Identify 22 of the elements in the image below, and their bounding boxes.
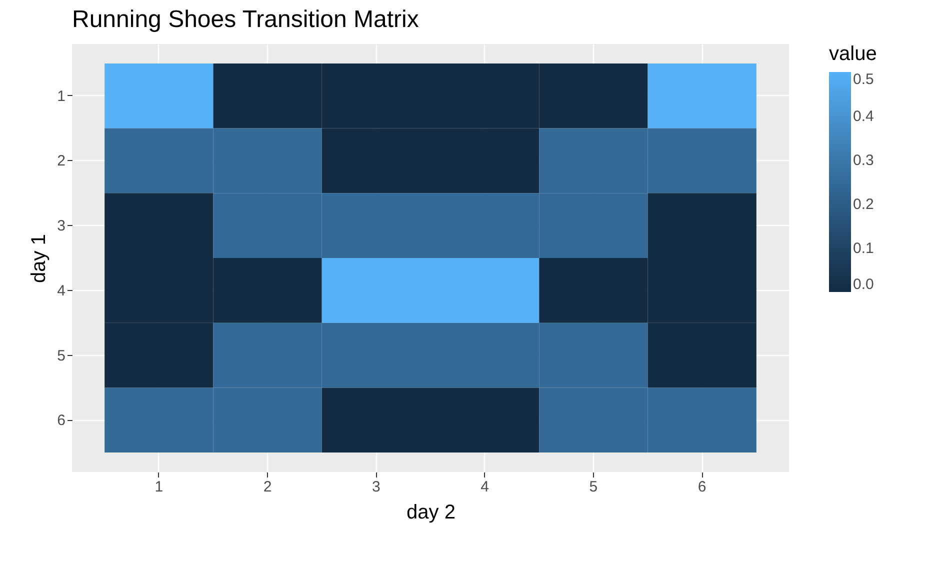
color-bar-label: 0.1 bbox=[853, 240, 874, 257]
color-bar-label: 0.0 bbox=[853, 276, 874, 293]
x-tick-label: 1 bbox=[154, 478, 164, 496]
x-tick-label: 5 bbox=[589, 478, 598, 496]
x-tick-label: 6 bbox=[698, 478, 706, 496]
y-tick-label: 1 bbox=[57, 88, 66, 105]
chart-title: Running Shoes Transition Matrix bbox=[72, 6, 419, 33]
legend-title: value bbox=[829, 43, 877, 65]
y-tick-label: 3 bbox=[57, 218, 66, 235]
x-tick-label: 3 bbox=[372, 478, 380, 496]
color-bar-label: 0.4 bbox=[853, 108, 874, 125]
color-bar-label: 0.2 bbox=[853, 196, 874, 213]
x-tick-label: 2 bbox=[263, 478, 272, 496]
y-tick-label: 4 bbox=[57, 282, 66, 300]
color-bar-label: 0.5 bbox=[853, 71, 874, 88]
color-bar-label: 0.3 bbox=[853, 152, 874, 169]
y-tick-label: 2 bbox=[57, 152, 66, 170]
x-tick-label: 4 bbox=[480, 478, 489, 496]
y-axis-title: day 1 bbox=[28, 234, 50, 283]
y-tick-label: 6 bbox=[57, 412, 66, 430]
y-tick-label: 5 bbox=[57, 347, 66, 364]
x-axis-title: day 2 bbox=[406, 502, 456, 524]
